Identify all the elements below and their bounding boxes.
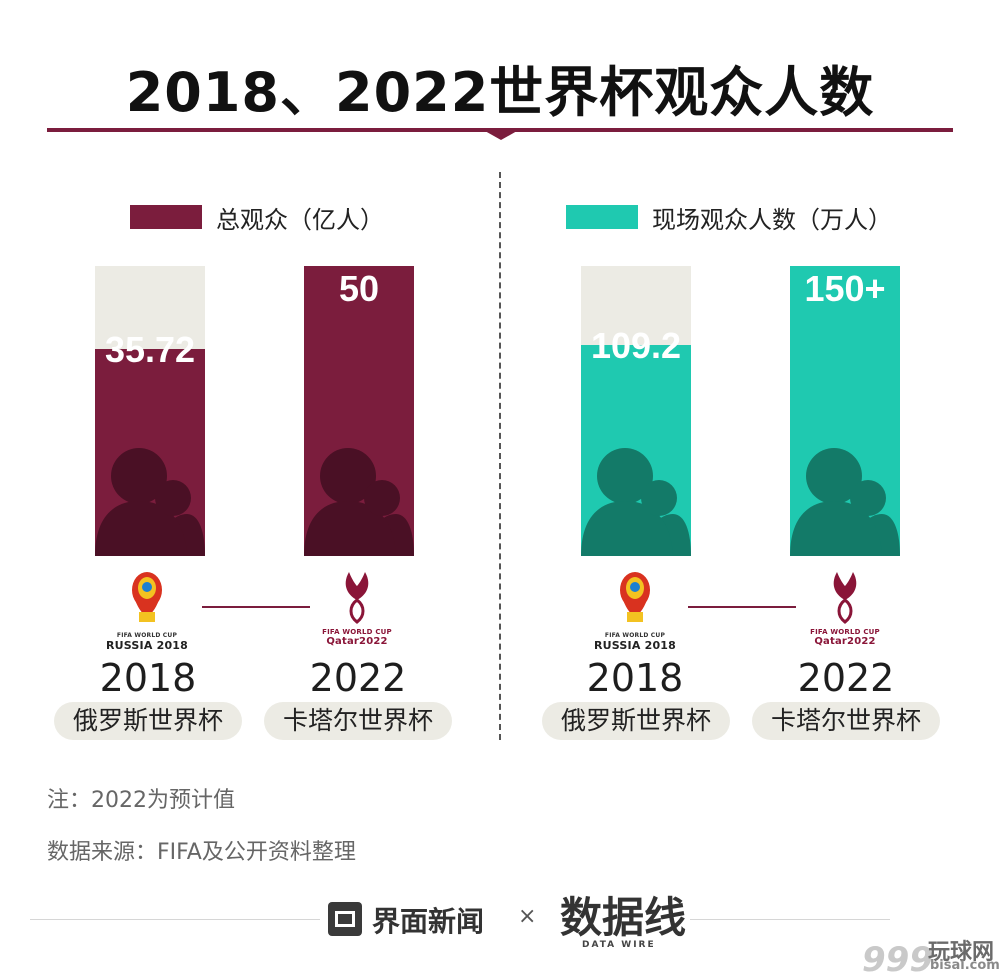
russia-trophy-icon xyxy=(132,572,162,622)
person-silhouette-icon xyxy=(304,448,414,556)
legend-label-onsite: 现场观众人数（万人） xyxy=(652,206,892,234)
event-pill: 卡塔尔世界杯 xyxy=(752,702,940,740)
year-label: 2018 xyxy=(586,656,684,700)
connector-line xyxy=(688,606,796,608)
bar-value-label: 50 xyxy=(338,268,380,309)
watermark-number: 999 xyxy=(862,940,933,980)
datawire-sub: DATA WIRE xyxy=(582,940,656,950)
times-sign: × xyxy=(518,904,537,929)
year-label: 2022 xyxy=(797,656,895,700)
footer-rule xyxy=(690,919,890,920)
qatar-emblem-icon xyxy=(345,572,369,624)
source-note: 数据来源：FIFA及公开资料整理 xyxy=(47,840,356,865)
panel-divider xyxy=(499,172,501,740)
qatar-emblem-icon xyxy=(833,572,857,624)
event-pill: 卡塔尔世界杯 xyxy=(264,702,452,740)
person-silhouette-icon xyxy=(790,448,900,556)
legend-swatch-total xyxy=(130,205,202,229)
footnote: 注：2022为预计值 xyxy=(47,788,235,813)
legend-swatch-onsite xyxy=(566,205,638,229)
russia-2018-logo: FIFA WORLD CUP RUSSIA 2018 xyxy=(594,568,676,652)
person-silhouette-icon xyxy=(581,448,691,556)
person-silhouette-icon xyxy=(95,448,205,556)
page-title: 2018、2022世界杯观众人数 xyxy=(125,61,875,124)
bar-value-label: 150+ xyxy=(804,268,886,309)
bar-value-label: 35.72 xyxy=(104,329,196,370)
legend-label-total: 总观众（亿人） xyxy=(216,206,384,234)
footer-rule xyxy=(30,919,320,920)
title-rule xyxy=(47,128,953,132)
jiemian-logo-icon xyxy=(328,902,362,936)
russia-2018-logo: FIFA WORLD CUP RUSSIA 2018 xyxy=(106,568,188,652)
year-label: 2018 xyxy=(99,656,197,700)
event-pill: 俄罗斯世界杯 xyxy=(54,702,242,740)
russia-trophy-icon xyxy=(620,572,650,622)
datawire-logo: 数据线 xyxy=(560,893,687,942)
year-label: 2022 xyxy=(309,656,407,700)
watermark-domain: bisai.com xyxy=(930,958,1000,973)
brand-name: 界面新闻 xyxy=(372,905,485,938)
bar-value-label: 109.2 xyxy=(590,325,682,366)
connector-line xyxy=(202,606,310,608)
watermark-site: 玩球网 xyxy=(928,940,995,965)
qatar-2022-logo: FIFA WORLD CUP Qatar2022 xyxy=(316,568,398,647)
event-pill: 俄罗斯世界杯 xyxy=(542,702,730,740)
title-notch xyxy=(485,131,517,140)
qatar-2022-logo: FIFA WORLD CUP Qatar2022 xyxy=(804,568,886,647)
